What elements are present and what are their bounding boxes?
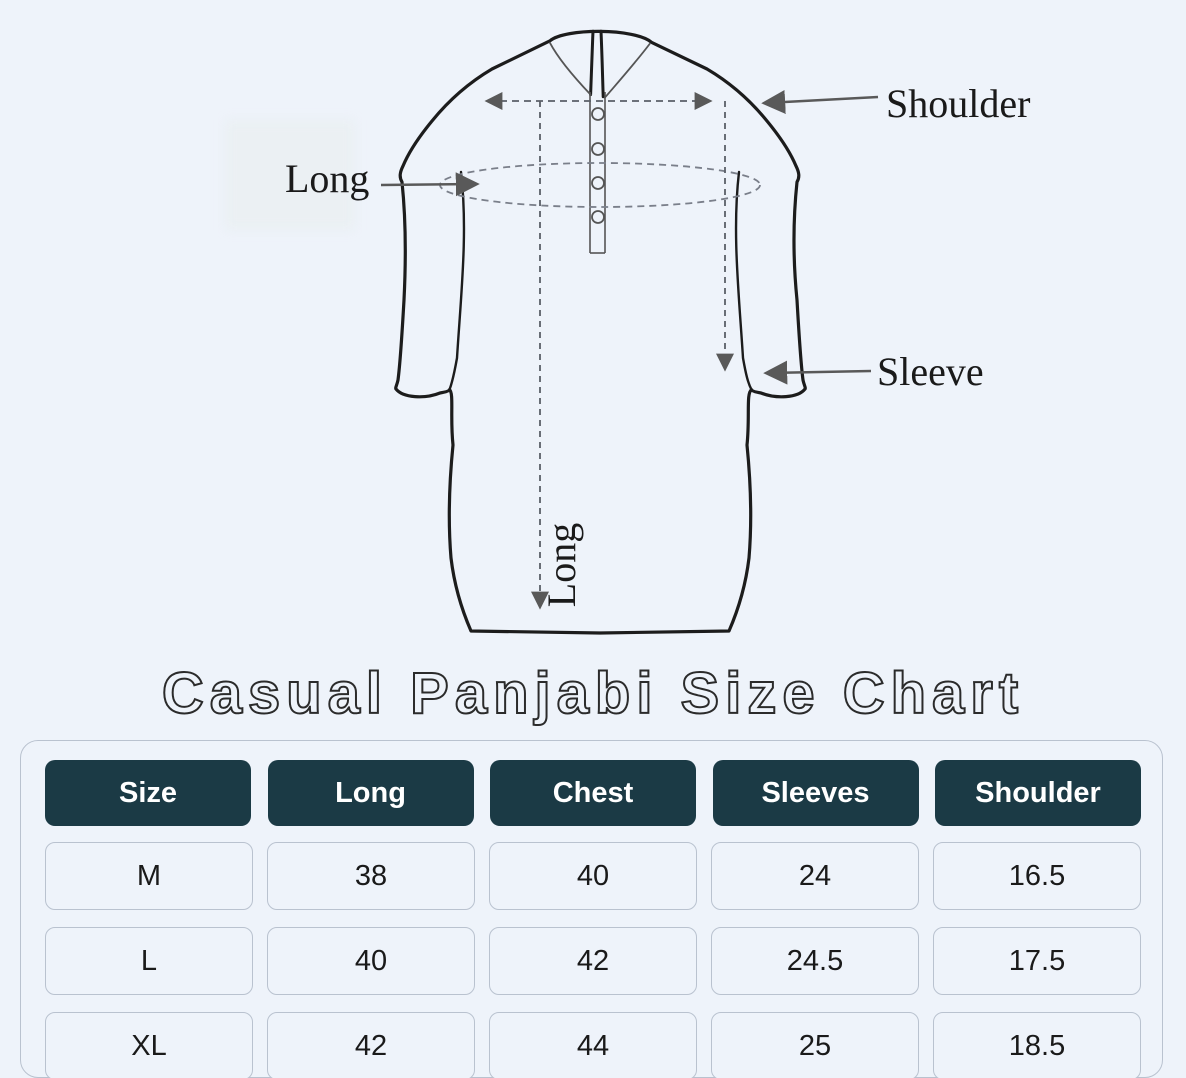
svg-text:Shoulder: Shoulder — [886, 81, 1030, 126]
svg-text:Long: Long — [285, 156, 369, 201]
svg-text:Sleeve: Sleeve — [877, 349, 984, 394]
svg-text:Long: Long — [539, 523, 584, 607]
